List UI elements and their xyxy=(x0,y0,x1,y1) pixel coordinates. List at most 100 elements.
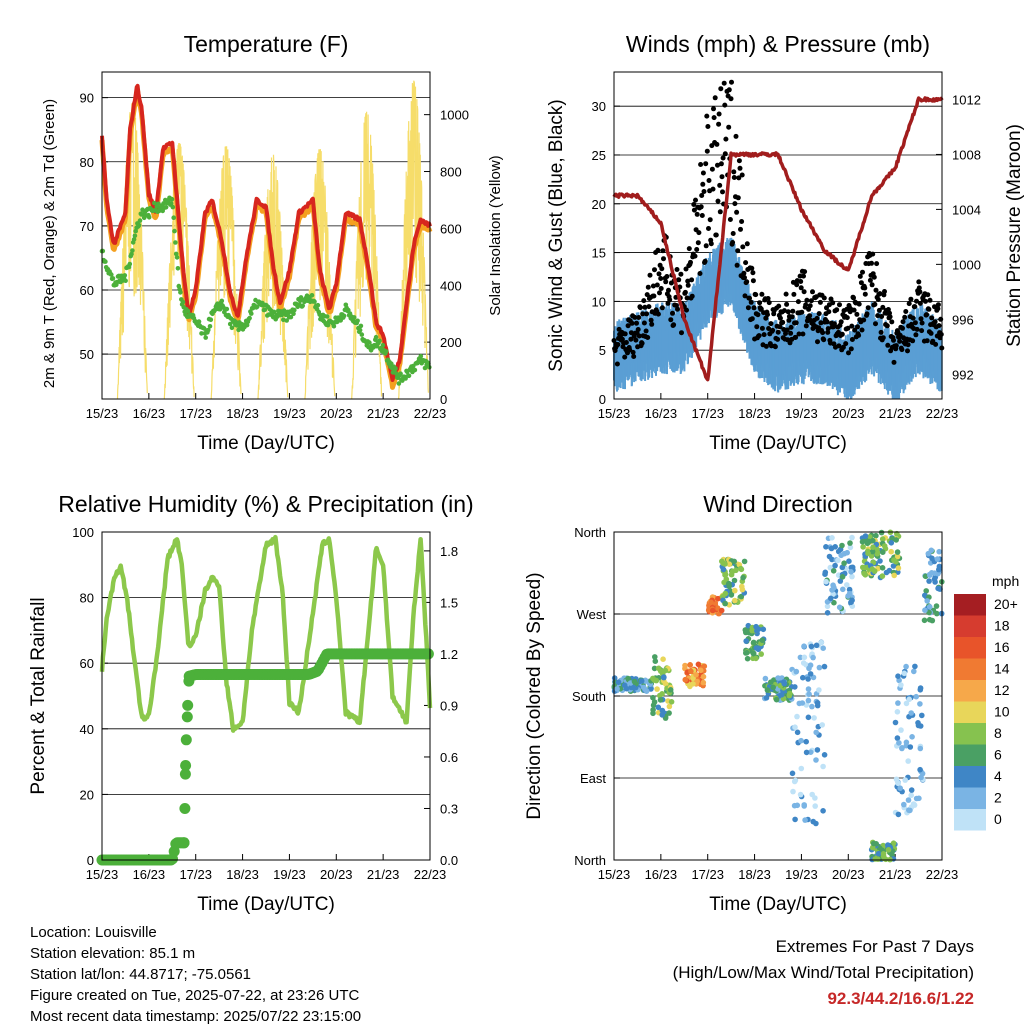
gust-point xyxy=(826,309,832,315)
direction-point xyxy=(837,578,844,584)
dewpoint-point xyxy=(174,255,180,260)
direction-point xyxy=(768,679,774,685)
direction-point xyxy=(905,758,911,764)
direction-point xyxy=(805,697,812,704)
gust-point xyxy=(655,311,661,317)
direction-point xyxy=(888,548,894,555)
dewpoint-point xyxy=(373,334,379,340)
gust-point xyxy=(749,265,755,271)
gust-point xyxy=(803,302,809,308)
direction-point xyxy=(667,687,674,693)
direction-point xyxy=(744,655,751,662)
gust-point xyxy=(803,323,809,329)
gust-point xyxy=(714,141,720,147)
gust-point xyxy=(838,319,844,325)
gust-point xyxy=(929,315,935,321)
dewpoint-point xyxy=(377,338,382,344)
y-tick-label: North xyxy=(574,853,606,868)
y-right-tick-label: 0 xyxy=(440,392,447,407)
gust-point xyxy=(684,295,690,301)
dewpoint-point xyxy=(217,307,223,312)
direction-point xyxy=(909,734,915,740)
direction-point xyxy=(819,722,825,728)
gust-point xyxy=(814,315,820,321)
direction-point xyxy=(763,695,770,701)
gust-point xyxy=(720,155,726,161)
direction-point xyxy=(831,599,837,606)
gust-point xyxy=(790,308,796,314)
direction-point xyxy=(901,670,908,677)
gust-point xyxy=(839,331,845,337)
direction-point xyxy=(926,604,933,610)
dewpoint-point xyxy=(249,311,254,316)
gust-point xyxy=(666,287,671,293)
gust-point xyxy=(643,328,649,334)
direction-point xyxy=(738,593,745,600)
x-tick-label: 19/23 xyxy=(785,406,818,421)
direction-point xyxy=(832,562,838,569)
plot-border xyxy=(101,71,431,400)
dewpoint-point xyxy=(271,309,277,315)
direction-point xyxy=(811,715,817,721)
dewpoint-point xyxy=(418,353,424,359)
dewpoint-point xyxy=(152,200,157,206)
gust-point xyxy=(855,324,860,330)
direction-point xyxy=(892,719,899,726)
gust-point xyxy=(728,96,734,102)
gust-point xyxy=(869,260,874,266)
gust-point xyxy=(825,326,831,332)
dewpoint-point xyxy=(427,364,432,370)
colorbar-swatch xyxy=(954,809,986,831)
y-axis-label: Percent & Total Rainfall xyxy=(28,597,49,794)
gust-point xyxy=(925,292,931,298)
gust-point xyxy=(644,311,650,317)
gust-point xyxy=(651,293,657,299)
y-right-tick-label: 800 xyxy=(440,165,462,180)
direction-point xyxy=(700,673,707,680)
direction-point xyxy=(754,628,760,634)
dewpoint-point xyxy=(131,237,137,242)
precip-point xyxy=(180,734,192,746)
gust-point xyxy=(870,251,876,257)
dewpoint-point xyxy=(229,325,235,331)
gust-point xyxy=(874,261,880,267)
extremes-subtitle: (High/Low/Max Wind/Total Precipitation) xyxy=(672,963,974,982)
direction-point xyxy=(849,573,855,580)
direction-point xyxy=(759,637,766,643)
direction-point xyxy=(625,675,631,682)
direction-point xyxy=(895,565,902,571)
gust-point xyxy=(784,327,790,333)
gust-point xyxy=(821,337,827,343)
gust-point xyxy=(916,279,922,285)
direction-point xyxy=(648,686,654,692)
dewpoint-point xyxy=(110,276,116,281)
gust-point xyxy=(737,165,743,171)
gust-point xyxy=(750,270,756,276)
direction-point xyxy=(860,544,866,550)
gust-point xyxy=(924,312,930,318)
gust-point xyxy=(683,266,689,272)
y-tick-label: 25 xyxy=(592,148,606,163)
direction-point xyxy=(870,544,876,550)
pressure-series xyxy=(612,96,944,382)
direction-point xyxy=(870,537,876,544)
dewpoint-point xyxy=(324,314,330,319)
gust-point xyxy=(628,330,634,336)
precip-point xyxy=(180,760,192,771)
direction-point xyxy=(820,808,826,814)
x-tick-label: 18/23 xyxy=(226,406,259,421)
direction-point xyxy=(800,674,806,681)
gust-point xyxy=(757,300,763,306)
y-right-tick-label: 400 xyxy=(440,278,462,293)
gust-point xyxy=(788,324,794,330)
dewpoint-point xyxy=(100,248,106,254)
x-tick-label: 20/23 xyxy=(320,406,353,421)
gust-point xyxy=(693,197,698,203)
x-tick-label: 22/23 xyxy=(414,406,447,421)
direction-point xyxy=(926,609,932,616)
gust-point xyxy=(735,195,741,201)
dewpoint-point xyxy=(315,302,321,308)
precip-point xyxy=(179,768,191,780)
direction-point xyxy=(820,763,826,770)
gust-point xyxy=(622,331,628,337)
